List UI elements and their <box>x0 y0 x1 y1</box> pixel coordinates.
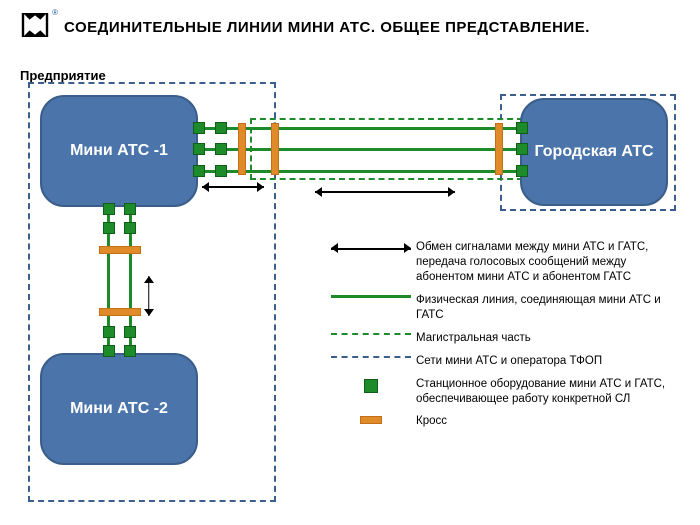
legend-symbol <box>326 354 416 369</box>
cross-connect <box>271 123 279 175</box>
physical-line <box>204 148 520 151</box>
cross-connect <box>99 308 141 316</box>
diagram-canvas: Мини АТС -1 Мини АТС -2 Городская АТС Об… <box>0 0 700 525</box>
exchange-arrow-icon <box>202 186 264 187</box>
dashed-line-icon <box>331 356 411 358</box>
equipment-port <box>215 122 227 134</box>
legend-row: Обмен сигналами между мини АТС и ГАТС, п… <box>326 240 686 285</box>
equipment-port <box>215 165 227 177</box>
dashed-line-icon <box>331 333 411 335</box>
equipment-port <box>124 222 136 234</box>
equipment-port <box>215 143 227 155</box>
equipment-port <box>103 203 115 215</box>
exchange-arrow-icon <box>315 191 455 192</box>
legend-symbol <box>326 293 416 323</box>
equipment-port <box>516 122 528 134</box>
legend-symbol <box>326 414 416 429</box>
equipment-port <box>516 165 528 177</box>
cross-connect <box>99 246 141 254</box>
equipment-port <box>124 345 136 357</box>
legend-text: Станционное оборудование мини АТС и ГАТС… <box>416 377 686 407</box>
equipment-port <box>124 326 136 338</box>
legend-text: Сети мини АТС и оператора ТФОП <box>416 354 686 369</box>
cross-connect <box>495 123 503 175</box>
legend: Обмен сигналами между мини АТС и ГАТС, п… <box>326 240 686 437</box>
legend-row: Магистральная часть <box>326 331 686 346</box>
legend-row: Сети мини АТС и оператора ТФОП <box>326 354 686 369</box>
equipment-port <box>193 122 205 134</box>
physical-line <box>204 170 520 173</box>
rect-icon <box>360 416 382 424</box>
legend-symbol <box>326 377 416 407</box>
square-icon <box>364 379 378 393</box>
legend-symbol <box>326 240 416 285</box>
legend-row: Физическая линия, соединяющая мини АТС и… <box>326 293 686 323</box>
node-label: Городская АТС <box>535 143 654 161</box>
equipment-port <box>516 143 528 155</box>
legend-row: Кросс <box>326 414 686 429</box>
solid-line-icon <box>331 295 411 298</box>
legend-text: Кросс <box>416 414 686 429</box>
equipment-port <box>124 203 136 215</box>
equipment-port <box>103 326 115 338</box>
legend-text: Обмен сигналами между мини АТС и ГАТС, п… <box>416 240 686 285</box>
equipment-port <box>193 165 205 177</box>
equipment-port <box>193 143 205 155</box>
equipment-port <box>103 345 115 357</box>
cross-connect <box>238 123 246 175</box>
exchange-arrow-icon <box>148 276 149 316</box>
node-label: Мини АТС -1 <box>70 142 168 160</box>
node-pbx1: Мини АТС -1 <box>40 95 198 207</box>
physical-line <box>204 127 520 130</box>
node-pbx2: Мини АТС -2 <box>40 353 198 465</box>
equipment-port <box>103 222 115 234</box>
legend-text: Магистральная часть <box>416 331 686 346</box>
legend-symbol <box>326 331 416 346</box>
legend-text: Физическая линия, соединяющая мини АТС и… <box>416 293 686 323</box>
legend-row: Станционное оборудование мини АТС и ГАТС… <box>326 377 686 407</box>
node-label: Мини АТС -2 <box>70 400 168 418</box>
node-city: Городская АТС <box>520 98 668 206</box>
double-arrow-icon <box>331 242 411 254</box>
